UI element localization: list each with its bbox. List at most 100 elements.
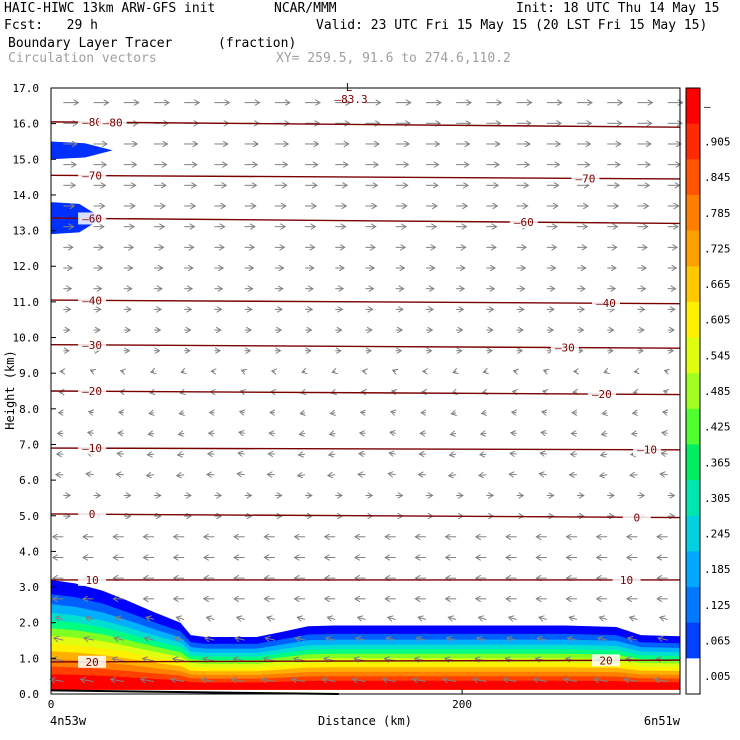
field-units: (fraction) xyxy=(218,36,297,51)
circulation-arrow xyxy=(664,391,668,392)
y-tick-label: 12.0 xyxy=(13,260,40,273)
isotherm-label-bg xyxy=(78,212,107,225)
circulation-arrow xyxy=(564,679,578,681)
isotherm-label: –20 xyxy=(592,388,612,401)
circulation-arrow xyxy=(539,617,547,619)
circulation-arrow xyxy=(383,679,396,681)
circulation-arrow xyxy=(539,474,547,475)
circulation-arrow xyxy=(388,474,396,475)
circulation-arrow xyxy=(264,659,275,661)
colorbar-label: .425 xyxy=(704,421,731,434)
circulation-arrow xyxy=(330,433,336,434)
isotherm-label: –80 xyxy=(82,116,102,129)
circulation-arrow xyxy=(143,659,155,661)
isotherm-label: 10 xyxy=(85,574,98,587)
circulation-arrow xyxy=(630,475,638,476)
forecast-hour: Fcst: 29 h xyxy=(4,18,98,33)
x-endpoint-left: 4n53w xyxy=(50,714,87,728)
circulation-arrow xyxy=(600,475,608,476)
circulation-arrow xyxy=(50,679,64,681)
colorbar-swatch xyxy=(686,194,700,232)
colorbar-label: .605 xyxy=(704,314,731,327)
tracer-band xyxy=(51,674,680,690)
circulation-arrow xyxy=(262,679,275,681)
circulation-arrow xyxy=(661,453,668,454)
circulation-arrow xyxy=(86,474,94,475)
isotherm-label: 0 xyxy=(89,508,96,521)
circulation-arrow xyxy=(598,638,608,640)
isotherm-label-bg xyxy=(509,216,538,229)
circulation-arrow xyxy=(237,474,245,475)
y-axis-label: Height (km) xyxy=(3,350,17,429)
circulation-arrow xyxy=(56,617,64,619)
colorbar-label: .485 xyxy=(704,385,731,398)
circulation-arrow xyxy=(510,453,517,454)
circulation-arrow xyxy=(81,679,94,681)
colorbar-label: .365 xyxy=(704,456,731,469)
circulation-arrow xyxy=(356,638,366,640)
isotherm-label: 20 xyxy=(85,656,98,669)
x-tick-label: 200 xyxy=(452,698,472,711)
circulation-arrow xyxy=(634,392,638,393)
circulation-arrow xyxy=(537,638,547,640)
circulation-arrow xyxy=(297,617,306,619)
axes: 0.0 1.0 2.0 3.0 4.0 5.0 6.0 7.0 8.0 9.0 10.0 11.0 12… xyxy=(3,82,681,728)
isotherm-label-bg xyxy=(587,388,616,401)
circulation-arrow xyxy=(481,433,487,434)
circulation-arrow xyxy=(360,433,366,434)
circulation-arrow xyxy=(116,474,124,475)
circulation-arrow xyxy=(90,370,93,371)
circulation-arrow xyxy=(509,474,517,475)
circulation-arrow xyxy=(52,659,64,661)
circulation-arrow xyxy=(507,638,517,640)
circulation-arrow xyxy=(176,617,185,619)
circulation-arrow xyxy=(388,617,396,619)
circulation-arrow xyxy=(479,617,487,619)
circulation-arrow xyxy=(322,679,336,681)
circulation-arrow xyxy=(633,413,638,414)
y-tick-label: 9.0 xyxy=(19,367,39,380)
circulation-arrow xyxy=(147,475,155,476)
circulation-arrow xyxy=(146,617,155,619)
isotherm-label: –70 xyxy=(576,172,596,185)
circulation-arrow xyxy=(292,679,306,681)
circulation-arrow xyxy=(514,371,517,372)
isotherm-line xyxy=(50,299,681,305)
overlay-name: Circulation vectors xyxy=(8,51,157,66)
circulation-arrow xyxy=(413,679,427,681)
circulation-arrow xyxy=(482,413,487,414)
circulation-arrow xyxy=(84,638,94,640)
colorbar-label: .305 xyxy=(704,492,731,505)
circulation-arrow xyxy=(235,638,245,640)
colorbar-swatch xyxy=(686,159,700,196)
isotherm-label: 10 xyxy=(620,574,633,587)
isotherm-label: –60 xyxy=(82,212,102,225)
circulation-arrow xyxy=(240,412,245,413)
isotherm-label-bg xyxy=(78,385,107,398)
tracer-field xyxy=(50,141,680,695)
circulation-arrow xyxy=(358,617,366,619)
circulation-arrow xyxy=(479,475,487,476)
circulation-arrow xyxy=(418,617,427,619)
y-tick-label: 8.0 xyxy=(19,403,39,416)
circulation-arrow xyxy=(233,659,245,661)
circulation-arrow xyxy=(148,433,155,434)
circulation-arrow xyxy=(513,391,517,392)
circulation-arrow xyxy=(392,391,396,392)
circulation-arrow xyxy=(358,474,366,475)
isotherm-label-bg xyxy=(78,169,107,182)
circulation-arrow xyxy=(151,371,154,372)
y-tick-label: 10.0 xyxy=(13,332,40,345)
isotherm-label: –60 xyxy=(514,216,534,229)
colorbar-frame xyxy=(685,87,701,695)
circulation-arrow xyxy=(663,412,668,413)
y-tick-label: 0.0 xyxy=(19,688,39,701)
circulation-arrow xyxy=(544,370,547,371)
isotherm-label-bg xyxy=(78,338,107,351)
circulation-arrow xyxy=(178,454,185,455)
colorbar-swatch xyxy=(686,408,700,445)
colorbar-swatch xyxy=(686,373,700,410)
circulation-arrow xyxy=(295,638,306,640)
circulation-arrow xyxy=(450,454,457,455)
